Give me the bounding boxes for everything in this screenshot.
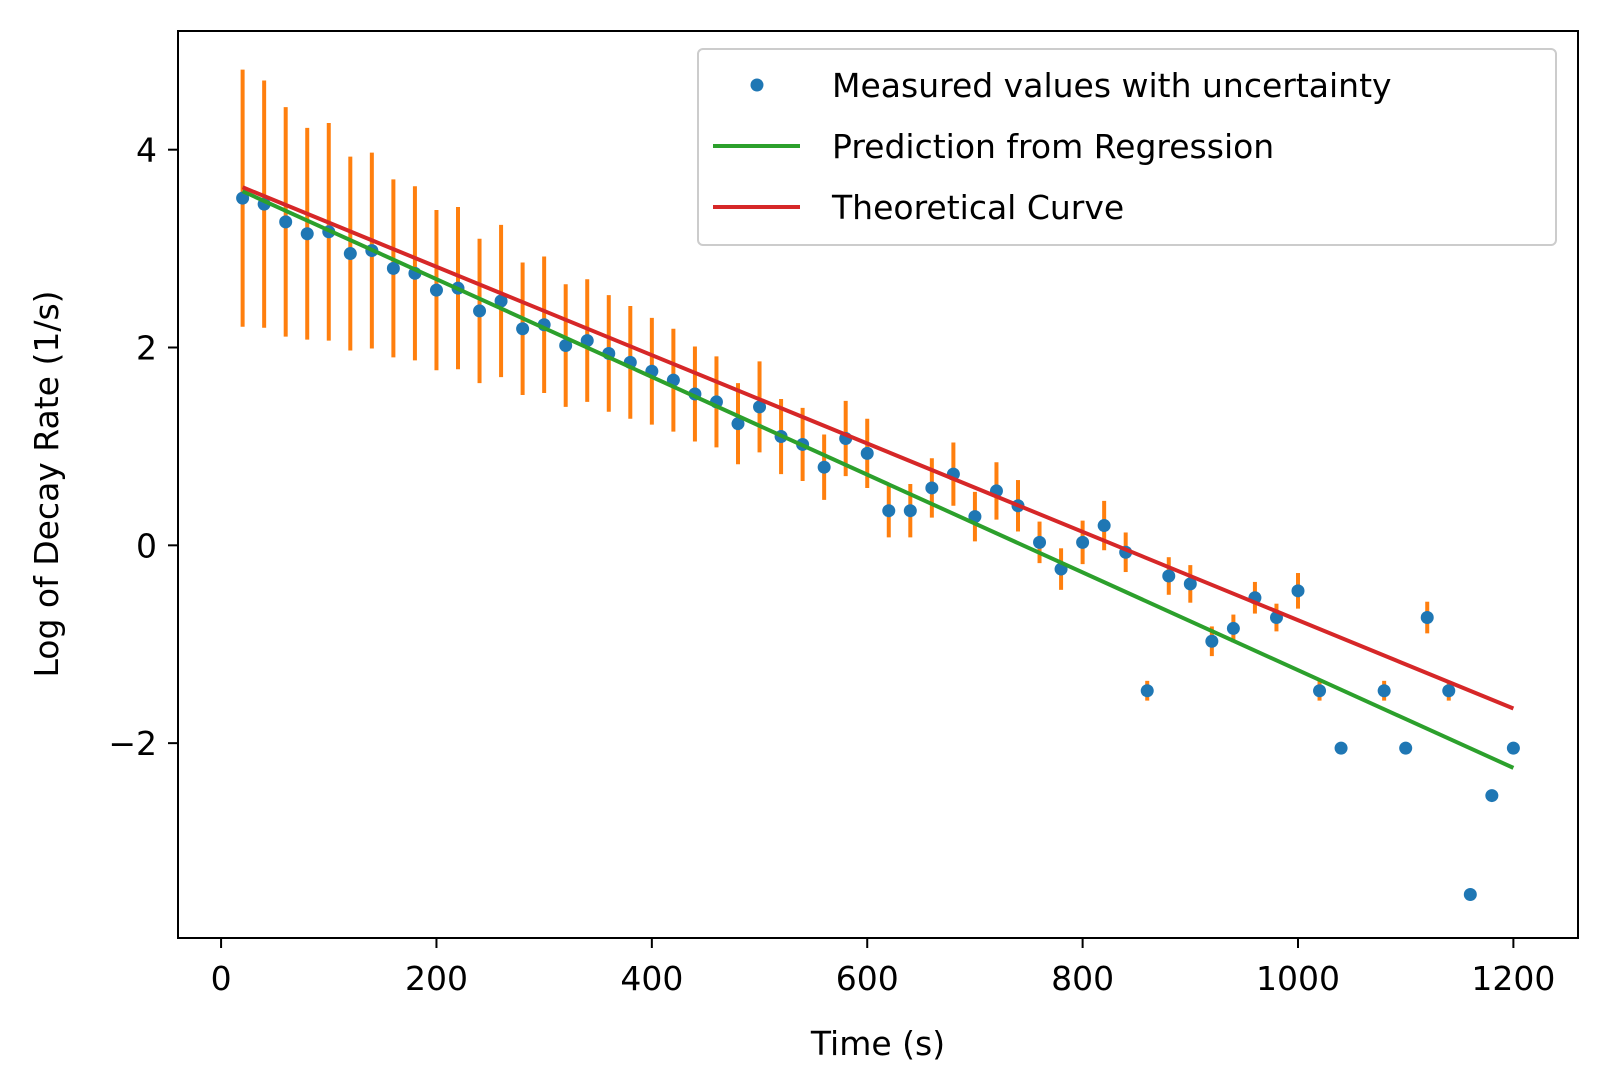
x-tick-label: 0	[211, 959, 232, 998]
data-point	[731, 417, 745, 431]
data-point	[1399, 741, 1413, 755]
legend-label-regression: Prediction from Regression	[832, 127, 1274, 166]
data-point	[903, 504, 917, 518]
data-point	[1420, 611, 1434, 625]
data-point	[494, 294, 508, 308]
data-point	[1442, 684, 1456, 698]
data-point	[1291, 584, 1305, 598]
data-point-layer	[236, 191, 1520, 901]
x-axis-label: Time (s)	[810, 1024, 945, 1063]
data-point	[1463, 887, 1477, 901]
legend: Measured values with uncertainty Predict…	[697, 48, 1557, 246]
x-tick-label: 1200	[1471, 959, 1555, 998]
data-point	[1097, 519, 1111, 533]
data-point	[559, 339, 573, 353]
legend-box	[697, 48, 1557, 246]
data-point	[1377, 684, 1391, 698]
x-tick-label: 1000	[1256, 959, 1340, 998]
data-point	[753, 400, 767, 414]
y-tick-label: 2	[136, 329, 157, 368]
y-tick-label: 4	[136, 131, 157, 170]
x-tick-label: 600	[836, 959, 899, 998]
data-point	[429, 283, 443, 297]
legend-label-theoretical: Theoretical Curve	[831, 188, 1124, 227]
data-point	[236, 191, 250, 205]
plot-frame	[177, 30, 1579, 939]
x-tick-label: 200	[405, 959, 468, 998]
legend-marker-measured	[750, 78, 764, 92]
data-point	[1313, 684, 1327, 698]
data-point	[386, 261, 400, 275]
data-point	[817, 460, 831, 474]
x-tick-label: 800	[1051, 959, 1114, 998]
data-point	[860, 446, 874, 460]
data-point	[1033, 535, 1047, 549]
data-point	[1334, 741, 1348, 755]
data-point	[1162, 569, 1176, 583]
y-tick-label: 0	[136, 526, 157, 565]
data-point	[882, 504, 896, 518]
data-point	[300, 227, 314, 241]
data-point	[1140, 684, 1154, 698]
data-point	[1506, 741, 1520, 755]
legend-label-measured: Measured values with uncertainty	[832, 66, 1392, 105]
data-point	[516, 322, 530, 336]
data-point	[580, 334, 594, 348]
x-tick-label: 400	[620, 959, 683, 998]
data-point	[1205, 634, 1219, 648]
y-axis-label: Log of Decay Rate (1/s)	[27, 290, 66, 677]
data-point	[1183, 577, 1197, 591]
regression-line	[241, 189, 1515, 770]
y-axis-ticks: −2 0 2 4	[108, 131, 178, 763]
data-point	[343, 247, 357, 261]
theoretical-line	[241, 185, 1515, 711]
data-point	[1226, 621, 1240, 635]
data-point	[1485, 789, 1499, 803]
x-axis-ticks: 0 200 400 600 800 1000 1200	[211, 938, 1555, 998]
data-point	[279, 215, 293, 229]
data-point	[1076, 535, 1090, 549]
y-tick-label: −2	[108, 724, 157, 763]
line-layer	[241, 185, 1515, 770]
data-point	[925, 481, 939, 495]
data-point	[473, 304, 487, 318]
